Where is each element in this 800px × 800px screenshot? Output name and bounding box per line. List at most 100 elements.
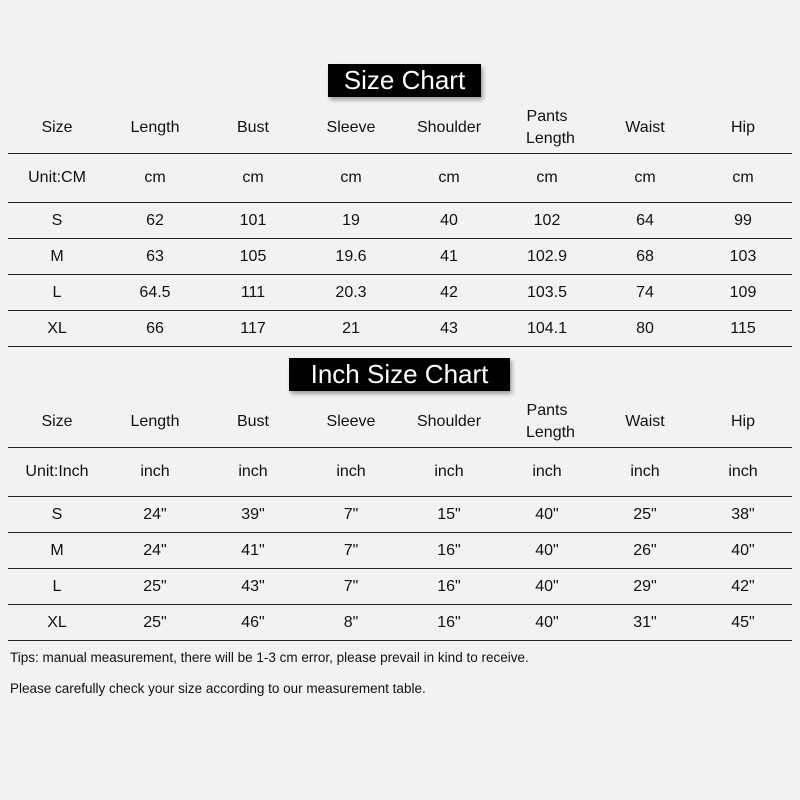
table-cell: 29" — [633, 577, 657, 595]
table-cell: cm — [242, 169, 264, 186]
table-row: M 63 105 19.6 41 102.9 68 103 — [8, 239, 792, 275]
column-header: Bust — [236, 119, 269, 136]
table-cell: 62 — [146, 211, 164, 229]
table-cell: 45" — [731, 613, 755, 631]
header-row: Size Length Bust Sleeve Shoulder Pants Length… — [8, 397, 792, 448]
unit-row: Unit:CM cm cm cm cm cm cm cm — [8, 154, 792, 203]
tips-note: Tips: manual measurement, there will be … — [10, 650, 529, 665]
table-cell: XL — [47, 613, 67, 631]
table-cell: 16" — [437, 613, 461, 631]
table-cell: Unit:Inch — [25, 463, 89, 480]
table-cell: 102 — [533, 211, 561, 229]
table-cell: 40" — [535, 541, 559, 559]
table-cell: 74 — [636, 283, 654, 301]
table-cell: 103 — [729, 247, 757, 265]
table-cell: S — [51, 505, 63, 523]
table-cell: 25" — [143, 613, 167, 631]
table-cell: cm — [438, 169, 460, 186]
check-size-note: Please carefully check your size accordi… — [10, 681, 426, 696]
table-cell: 25" — [633, 505, 657, 523]
table-cell: 63 — [146, 247, 164, 265]
table-cell: 117 — [240, 319, 266, 337]
table-cell: Unit:CM — [28, 169, 86, 186]
table-cell: 25" — [143, 577, 167, 595]
table-row: XL 66 117 21 43 104.1 80 115 — [8, 311, 792, 347]
column-header: Shoulder — [416, 413, 482, 430]
table-cell: 19.6 — [335, 247, 367, 265]
table-cell: 8" — [343, 613, 359, 631]
column-header: Waist — [625, 119, 665, 136]
table-cell: 7" — [343, 577, 359, 595]
table-cell: 102.9 — [526, 247, 568, 265]
size-chart-title: Size Chart — [328, 64, 481, 97]
column-header: Hip — [730, 119, 755, 136]
table-cell: 42 — [440, 283, 458, 301]
table-cell: M — [50, 541, 64, 559]
table-cell: inch — [728, 463, 758, 480]
column-header: Bust — [236, 413, 269, 430]
table-cell: 46" — [241, 613, 265, 631]
table-cell: 80 — [636, 319, 654, 337]
header-row: Size Length Bust Sleeve Shoulder Pants Length… — [8, 103, 792, 154]
table-cell: inch — [630, 463, 660, 480]
table-cell: 104.1 — [526, 319, 568, 337]
table-cell: 43" — [241, 577, 265, 595]
table-cell: 24" — [143, 541, 167, 559]
table-cell: 16" — [437, 577, 461, 595]
table-cell: 41" — [241, 541, 265, 559]
table-cell: 40" — [535, 577, 559, 595]
table-cell: cm — [536, 169, 558, 186]
column-header: Pants Length — [526, 402, 575, 441]
table-cell: inch — [140, 463, 170, 480]
inch-size-chart-title: Inch Size Chart — [289, 358, 510, 391]
table-cell: 7" — [343, 505, 359, 523]
table-cell: 39" — [241, 505, 265, 523]
table-cell: inch — [238, 463, 268, 480]
table-row: S 62 101 19 40 102 64 99 — [8, 203, 792, 239]
column-header: Pants Length — [526, 108, 575, 147]
table-row: S 24" 39" 7" 15" 40" 25" 38" — [8, 497, 792, 533]
table-cell: 101 — [239, 211, 267, 229]
table-cell: 24" — [143, 505, 167, 523]
column-header: Length — [130, 413, 180, 430]
table-cell: 21 — [342, 319, 360, 337]
table-cell: 68 — [636, 247, 654, 265]
table-cell: 40" — [535, 613, 559, 631]
unit-row: Unit:Inch inch inch inch inch inch inch inch — [8, 448, 792, 497]
column-header: Sleeve — [326, 413, 376, 430]
table-cell: 103.5 — [526, 283, 568, 301]
table-cell: 16" — [437, 541, 461, 559]
table-cell: 19 — [342, 211, 360, 229]
table-cell: 41 — [440, 247, 458, 265]
table-cell: 40" — [535, 505, 559, 523]
table-cell: XL — [47, 319, 67, 337]
column-header: Size — [41, 119, 73, 136]
table-row: XL 25" 46" 8" 16" 40" 31" 45" — [8, 605, 792, 641]
table-cell: cm — [144, 169, 166, 186]
table-cell: S — [51, 211, 63, 229]
table-cell: 64 — [636, 211, 654, 229]
table-cell: M — [50, 247, 64, 265]
column-header: Waist — [625, 413, 665, 430]
table-cell: inch — [532, 463, 562, 480]
table-cell: 20.3 — [335, 283, 367, 301]
table-cell: inch — [434, 463, 464, 480]
cm-size-table: Size Length Bust Sleeve Shoulder Pants Length… — [8, 103, 792, 347]
column-header: Length — [130, 119, 180, 136]
table-cell: 111 — [240, 283, 266, 301]
table-cell: inch — [336, 463, 366, 480]
table-cell: 105 — [239, 247, 267, 265]
table-cell: cm — [340, 169, 362, 186]
table-cell: 42" — [731, 577, 755, 595]
table-cell: cm — [634, 169, 656, 186]
table-cell: 43 — [440, 319, 458, 337]
table-row: M 24" 41" 7" 16" 40" 26" 40" — [8, 533, 792, 569]
table-cell: 115 — [730, 319, 756, 337]
table-cell: 99 — [734, 211, 752, 229]
column-header: Sleeve — [326, 119, 376, 136]
table-cell: L — [52, 283, 62, 301]
table-cell: 109 — [729, 283, 757, 301]
table-cell: 26" — [633, 541, 657, 559]
table-cell: cm — [732, 169, 754, 186]
inch-size-table: Size Length Bust Sleeve Shoulder Pants Length… — [8, 397, 792, 641]
